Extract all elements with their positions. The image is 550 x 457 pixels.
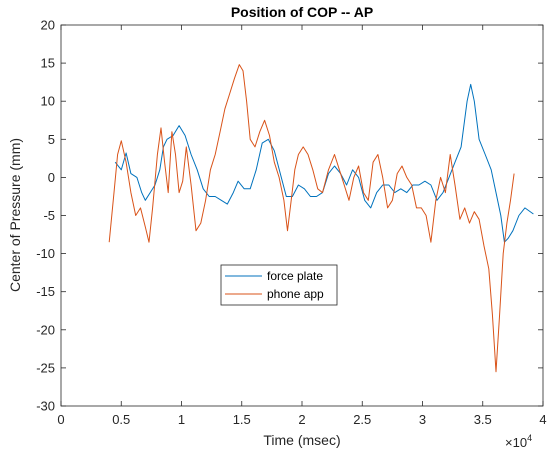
x-tick-label: 0	[57, 412, 64, 427]
x-tick-label: 2.5	[353, 412, 371, 427]
y-tick-label: 5	[48, 132, 55, 147]
x-tick-label: 0.5	[112, 412, 130, 427]
axes-layer: 0 0.5 1 1.5 2 2.5 3 3.5 4 -30 -25 -20 -15 -10 -5 0 5 10 15…	[36, 18, 546, 428]
y-tick-label: -20	[36, 322, 55, 337]
series-line-phone-app	[108, 64, 515, 373]
y-tick-label: 0	[48, 170, 55, 185]
series-layer	[108, 64, 534, 373]
x-tick-label: 1.5	[233, 412, 251, 427]
chart-title: Position of COP -- AP	[231, 4, 373, 20]
x-tick-label: 3.5	[474, 412, 492, 427]
y-tick-label: -10	[36, 246, 55, 261]
plot-area	[61, 25, 543, 406]
x-axis-label: Time (msec)	[263, 432, 340, 448]
x-multiplier-exponent: 4	[527, 433, 532, 443]
y-tick-label: 10	[41, 94, 55, 109]
y-tick-label: -15	[36, 284, 55, 299]
legend-label-force-plate: force plate	[267, 269, 323, 283]
x-tick-label: 2	[298, 412, 305, 427]
legend-label-phone-app: phone app	[267, 287, 324, 301]
y-tick-label: 15	[41, 56, 55, 71]
y-tick-label: 20	[41, 18, 55, 33]
x-multiplier-base: ×10	[505, 435, 527, 450]
y-axis-label: Center of Pressure (mm)	[7, 138, 23, 292]
legend-box	[220, 264, 338, 306]
x-tick-label: 3	[419, 412, 426, 427]
y-tick-label: -30	[36, 399, 55, 414]
y-tick-label: -5	[43, 208, 55, 223]
x-multiplier: ×104	[505, 433, 532, 450]
y-tick-label: -25	[36, 360, 55, 375]
legend: force plate phone app	[220, 264, 338, 306]
x-tick-label: 1	[178, 412, 185, 427]
x-tick-label: 4	[539, 412, 546, 427]
